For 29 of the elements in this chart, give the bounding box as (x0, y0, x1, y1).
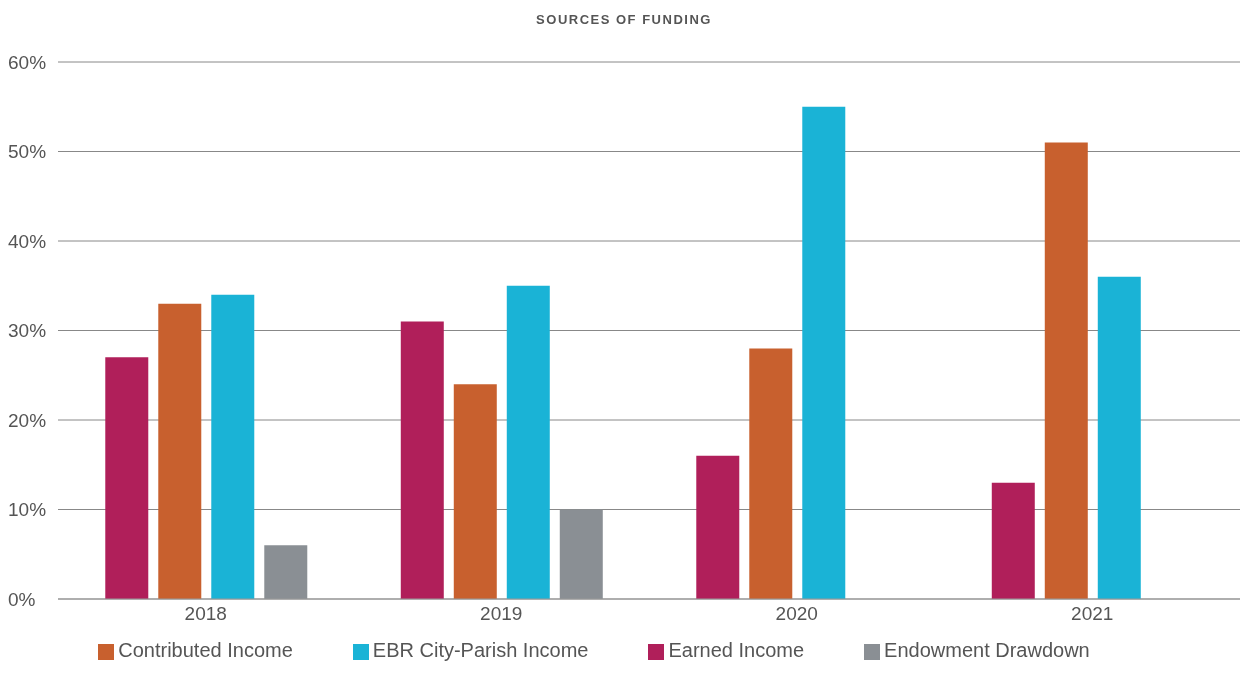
bar (749, 348, 793, 599)
bar (991, 482, 1035, 599)
bar (802, 106, 846, 599)
bar (453, 384, 497, 599)
x-tick-label: 2020 (775, 603, 818, 625)
legend-label: Earned Income (668, 639, 805, 661)
x-tick-label: 2018 (184, 603, 227, 625)
y-tick-label: 50% (8, 141, 47, 163)
legend-label: Contributed Income (118, 639, 293, 661)
bar (696, 455, 740, 599)
y-tick-label: 0% (8, 588, 36, 610)
bar (264, 545, 308, 599)
x-tick-label: 2019 (480, 603, 523, 625)
chart-title: SOURCES OF FUNDING (535, 11, 713, 29)
y-tick-label: 20% (8, 409, 47, 431)
legend-label: Endowment Drawdown (884, 639, 1090, 661)
y-tick-label: 60% (8, 51, 47, 73)
legend-label: EBR City-Parish Income (372, 639, 589, 661)
bar (1097, 276, 1141, 599)
y-tick-label: 30% (8, 320, 47, 342)
y-tick-label: 10% (8, 499, 47, 521)
x-tick-label: 2021 (1071, 603, 1114, 625)
y-tick-label: 40% (8, 230, 47, 252)
bar (105, 357, 149, 599)
bar (506, 285, 550, 599)
bar (400, 321, 444, 599)
bar (1044, 142, 1088, 599)
bar (158, 303, 202, 599)
bar (211, 294, 255, 599)
